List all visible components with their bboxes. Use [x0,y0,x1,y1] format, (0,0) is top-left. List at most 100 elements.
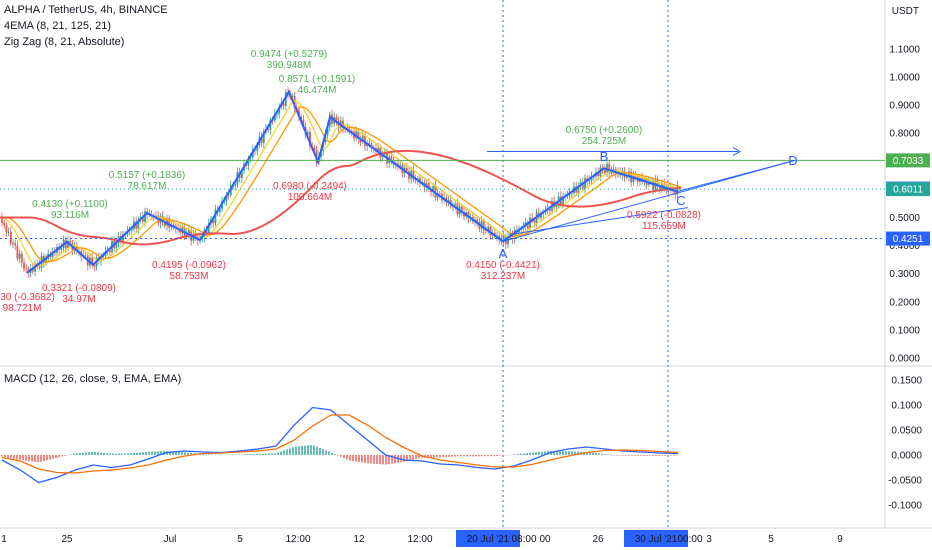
candle-body [115,243,118,248]
macd-histogram-bar [262,453,264,455]
macd-histogram-bar [25,455,27,461]
candle-body [262,130,265,143]
macd-histogram-bar [382,455,384,465]
candle-body [634,175,637,177]
macd-histogram-bar [394,455,396,464]
macd-histogram-bar [250,454,252,455]
candle-body [509,233,512,237]
macd-histogram-bar [220,454,222,456]
candle-body [529,217,531,229]
macd-histogram-bar [478,455,480,457]
candle-body [399,165,402,167]
candle-body [432,185,435,193]
macd-histogram-bar [202,454,204,455]
macd-histogram-bar [280,451,282,455]
candle-body [588,180,591,182]
macd-tick-label: 0.1000 [891,401,922,412]
candle-body [214,209,217,224]
time-tick-label: 5 [237,534,243,545]
candle-body [570,192,573,194]
macd-histogram-bar [292,447,294,455]
candle-body [137,219,140,229]
candle-body [502,236,505,243]
candle-body [163,221,166,226]
macd-histogram-bar [673,455,675,456]
candle-body [18,253,21,259]
macd-histogram-bar [148,451,150,455]
macd-histogram-bar [484,455,486,457]
macd-histogram-bar [286,449,288,455]
macd-histogram-bar [325,450,327,455]
macd-histogram-bar [349,455,351,461]
macd-histogram-bar [442,455,444,458]
price-tick-label: 0.0000 [889,354,920,365]
macd-histogram-bar [469,455,471,457]
macd-histogram-bar [454,455,456,457]
macd-histogram-bar [238,454,240,455]
candle-body [326,126,329,136]
ema-indicator-label[interactable]: 4EMA (8, 21, 125, 21) [4,20,112,32]
zigzag-indicator-label[interactable]: Zig Zag (8, 21, Absolute) [4,36,125,48]
macd-histogram-bar [226,454,228,456]
macd-histogram-bar [505,455,507,456]
macd-indicator-label[interactable]: MACD (12, 26, close, 9, EMA, EMA) [4,373,182,385]
macd-histogram-bar [544,451,546,455]
macd-histogram-bar [490,455,492,457]
macd-histogram-bar [472,455,474,457]
price-tick-label: 1.0000 [889,73,920,84]
macd-histogram-bar [229,454,231,456]
macd-histogram-bar [64,455,66,456]
price-tick-label: 0.1000 [889,325,920,336]
macd-histogram-bar [592,452,594,455]
candle-body [520,229,523,230]
zigzag-annotation-value: 0.5922 (-0.0828) [627,210,701,221]
macd-histogram-bar [460,455,462,457]
macd-histogram-bar [31,455,33,462]
macd-histogram-bar [214,454,216,456]
macd-histogram-bar [187,452,189,455]
candle-body [579,182,582,186]
macd-tick-label: 0.0500 [891,426,922,437]
macd-histogram-bar [670,455,672,456]
candle-body [16,245,19,259]
zigzag-annotation-value: 0.4130 (+0.1100) [32,199,108,210]
candle-body [597,172,600,177]
macd-histogram-bar [43,455,45,462]
macd-histogram-bar [316,446,318,455]
macd-histogram-bar [538,451,540,455]
candle-body [460,206,463,212]
ad-line [502,159,796,242]
macd-histogram-bar [319,447,321,455]
macd-histogram-bar [379,455,381,465]
macd-histogram-bar [82,452,84,455]
time-tick-label: 20 Jul '21 [467,534,510,545]
macd-histogram-bar [232,454,234,456]
time-tick-label: 12:00 [407,534,432,545]
signal-line [1,414,679,474]
candle-body [205,229,208,234]
macd-histogram-bar [328,451,330,455]
macd-histogram-bar [562,451,564,455]
trend-arrow-line [510,207,689,235]
zigzag-annotation-volume: 115.659M [642,221,686,232]
macd-histogram-bar [190,452,192,455]
candle-body [20,253,23,263]
candle-body [632,175,635,183]
candle-body [278,106,281,114]
macd-histogram-bar [391,455,393,464]
macd-histogram-bar [523,453,525,455]
macd-histogram-bar [295,446,297,455]
macd-histogram-bar [559,451,561,455]
macd-histogram-bar [343,455,345,459]
macd-histogram-bar [298,446,300,455]
macd-histogram-bar [634,455,636,456]
candle-body [91,257,94,265]
macd-histogram-bar [70,454,72,455]
pattern-label-d: D [788,153,797,168]
macd-histogram-bar [493,455,495,457]
macd-histogram-bar [385,455,387,465]
macd-histogram-bar [652,455,654,456]
time-tick-label: 3 [706,534,712,545]
macd-histogram-bar [601,453,603,455]
macd-histogram-bar [310,444,312,455]
